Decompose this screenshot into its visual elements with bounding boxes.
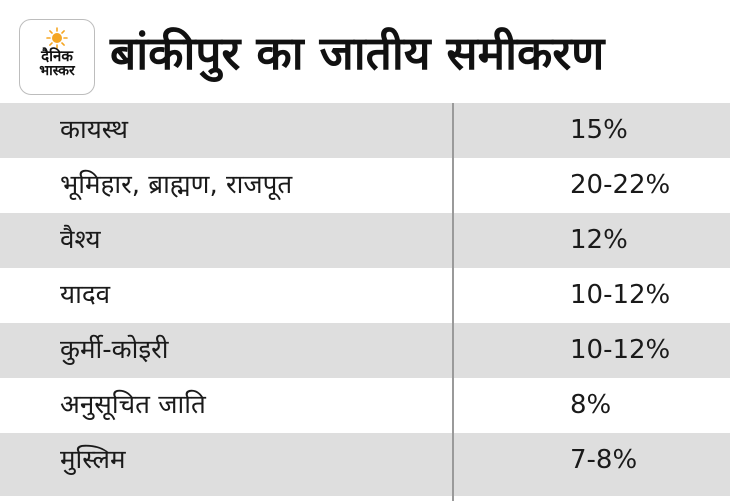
caste-name: यादव bbox=[60, 280, 111, 310]
caste-percentage: 15% bbox=[570, 115, 628, 145]
sun-icon bbox=[46, 27, 68, 49]
caste-equation-table: कायस्थ 15% भूमिहार, ब्राह्मण, राजपूत 20-… bbox=[0, 103, 730, 501]
caste-name: कायस्थ bbox=[60, 115, 128, 145]
caste-percentage: 8% bbox=[570, 390, 612, 420]
caste-name: वैश्य bbox=[60, 225, 101, 255]
caste-name: मुस्लिम bbox=[60, 445, 126, 475]
logo-text-dainik: दैनिक bbox=[41, 47, 73, 65]
caste-percentage: 10-12% bbox=[570, 335, 671, 365]
table-row: कुर्मी-कोइरी 10-12% bbox=[0, 323, 730, 378]
caste-percentage: 20-22% bbox=[570, 170, 671, 200]
caste-percentage: 7-8% bbox=[570, 445, 638, 475]
table-row: अनुसूचित जाति 8% bbox=[0, 378, 730, 433]
caste-name: कुर्मी-कोइरी bbox=[60, 335, 169, 365]
caste-name: अनुसूचित जाति bbox=[60, 390, 206, 420]
caste-name: भूमिहार, ब्राह्मण, राजपूत bbox=[60, 170, 293, 200]
table-row: मुस्लिम 7-8% bbox=[0, 433, 730, 496]
caste-percentage: 10-12% bbox=[570, 280, 671, 310]
logo-text-bhaskar: भास्कर bbox=[39, 63, 75, 79]
table-row: यादव 10-12% bbox=[0, 268, 730, 323]
dainik-bhaskar-logo: दैनिक भास्कर bbox=[19, 19, 95, 95]
page-title: बांकीपुर का जातीय समीकरण bbox=[110, 26, 605, 80]
header: दैनिक भास्कर बांकीपुर का जातीय समीकरण bbox=[0, 0, 730, 103]
table-row: भूमिहार, ब्राह्मण, राजपूत 20-22% bbox=[0, 158, 730, 213]
caste-percentage: 12% bbox=[570, 225, 628, 255]
table-row: वैश्य 12% bbox=[0, 213, 730, 268]
column-divider bbox=[452, 103, 454, 501]
table-row: कायस्थ 15% bbox=[0, 103, 730, 158]
